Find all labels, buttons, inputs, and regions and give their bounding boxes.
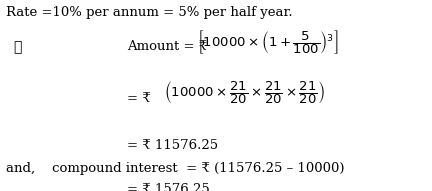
Text: ∴: ∴ [13, 40, 21, 54]
Text: $\left[10000 \times \left(1 + \dfrac{5}{100}\right)^{3}\right]$: $\left[10000 \times \left(1 + \dfrac{5}{… [197, 28, 338, 56]
Text: Rate =10% per annum = 5% per half year.: Rate =10% per annum = 5% per half year. [6, 6, 293, 19]
Text: $\left(10000 \times \dfrac{21}{20} \times \dfrac{21}{20} \times \dfrac{21}{20}\r: $\left(10000 \times \dfrac{21}{20} \time… [164, 79, 325, 106]
Text: = ₹ 1576.25: = ₹ 1576.25 [127, 183, 210, 191]
Text: = ₹: = ₹ [127, 92, 151, 105]
Text: Amount = ₹: Amount = ₹ [127, 40, 208, 53]
Text: = ₹ 11576.25: = ₹ 11576.25 [127, 139, 219, 152]
Text: and,    compound interest  = ₹ (11576.25 – 10000): and, compound interest = ₹ (11576.25 – 1… [6, 162, 345, 175]
